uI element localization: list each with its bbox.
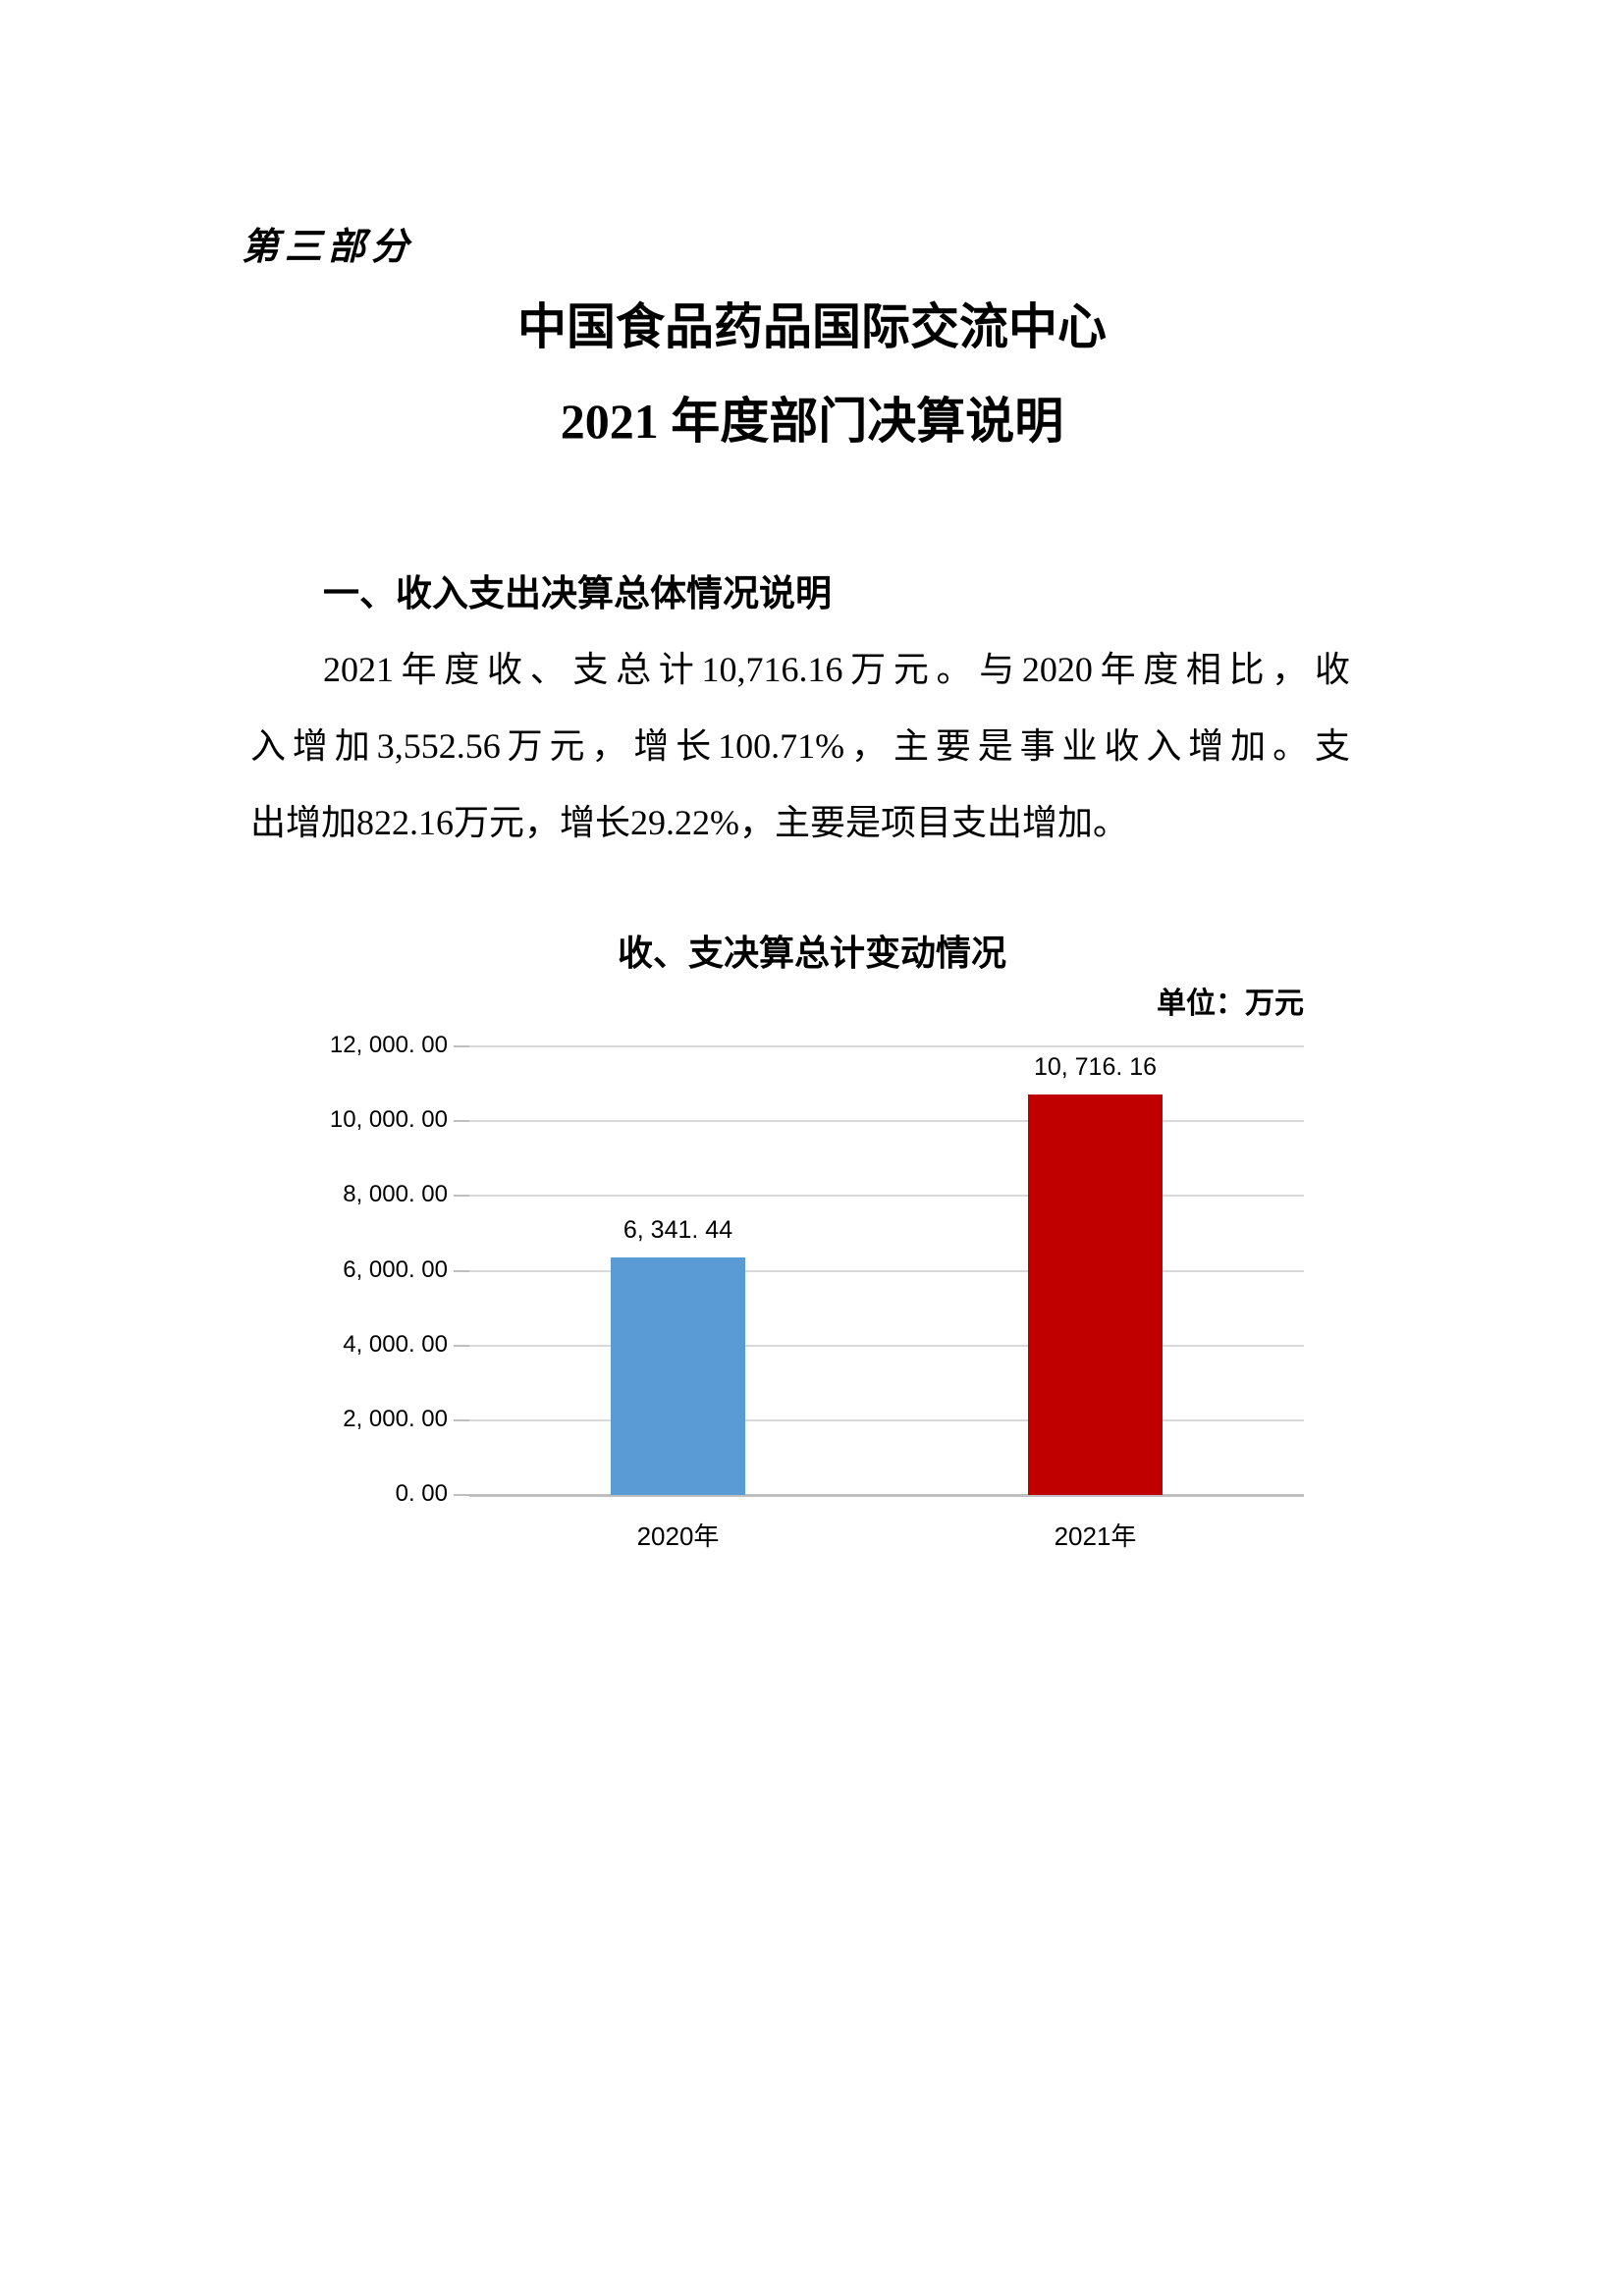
y-tick-mark (454, 1195, 469, 1198)
chart-unit-label: 单位：万元 (1157, 988, 1304, 1020)
paragraph-line: 出增加822.16万元，增长29.22%，主要是项目支出增加。 (250, 803, 1128, 842)
y-tick-label: 0. 00 (395, 1480, 448, 1507)
bar-value-label: 6, 341. 44 (623, 1216, 733, 1245)
x-axis-line (469, 1493, 1304, 1497)
y-tick-mark (454, 1045, 469, 1047)
y-gridline (469, 1344, 1304, 1347)
document-title-line2: 2021 年度部门决算说明 (560, 394, 1064, 449)
y-tick-label: 4, 000. 00 (343, 1330, 448, 1358)
section-heading: 一、收入支出决算总体情况说明 (323, 573, 832, 614)
y-tick-label: 12, 000. 00 (329, 1032, 448, 1058)
bar-2021 (1028, 1094, 1163, 1495)
y-tick-mark (454, 1418, 469, 1421)
y-gridline (469, 1045, 1304, 1047)
y-tick-mark (454, 1344, 469, 1347)
y-tick-label: 10, 000. 00 (329, 1106, 448, 1134)
y-gridline (469, 1195, 1304, 1198)
y-gridline (469, 1418, 1304, 1421)
chart-title: 收、支决算总计变动情况 (617, 933, 1006, 973)
y-tick-label: 8, 000. 00 (343, 1181, 448, 1208)
x-tick-label: 2020年 (636, 1522, 720, 1551)
paragraph-line: 2021年度收、支总计10,716.16万元。与2020年度相比，收 (323, 650, 1350, 689)
y-gridline (469, 1120, 1304, 1123)
bar-value-label: 10, 716. 16 (1033, 1052, 1158, 1081)
paragraph-line: 入增加3,552.56万元，增长100.71%，主要是事业收入增加。支 (250, 726, 1350, 766)
y-tick-mark (454, 1494, 469, 1496)
y-tick-mark (454, 1120, 469, 1123)
y-tick-label: 2, 000. 00 (343, 1405, 448, 1432)
x-tick-label: 2021年 (1054, 1522, 1137, 1551)
y-gridline (469, 1269, 1304, 1272)
y-tick-label: 6, 000. 00 (343, 1255, 448, 1283)
bar-2020 (611, 1257, 745, 1495)
part-label: 第三部分 (242, 227, 415, 268)
document-title-line1: 中国食品药品国际交流中心 (517, 299, 1107, 354)
y-tick-mark (454, 1269, 469, 1272)
